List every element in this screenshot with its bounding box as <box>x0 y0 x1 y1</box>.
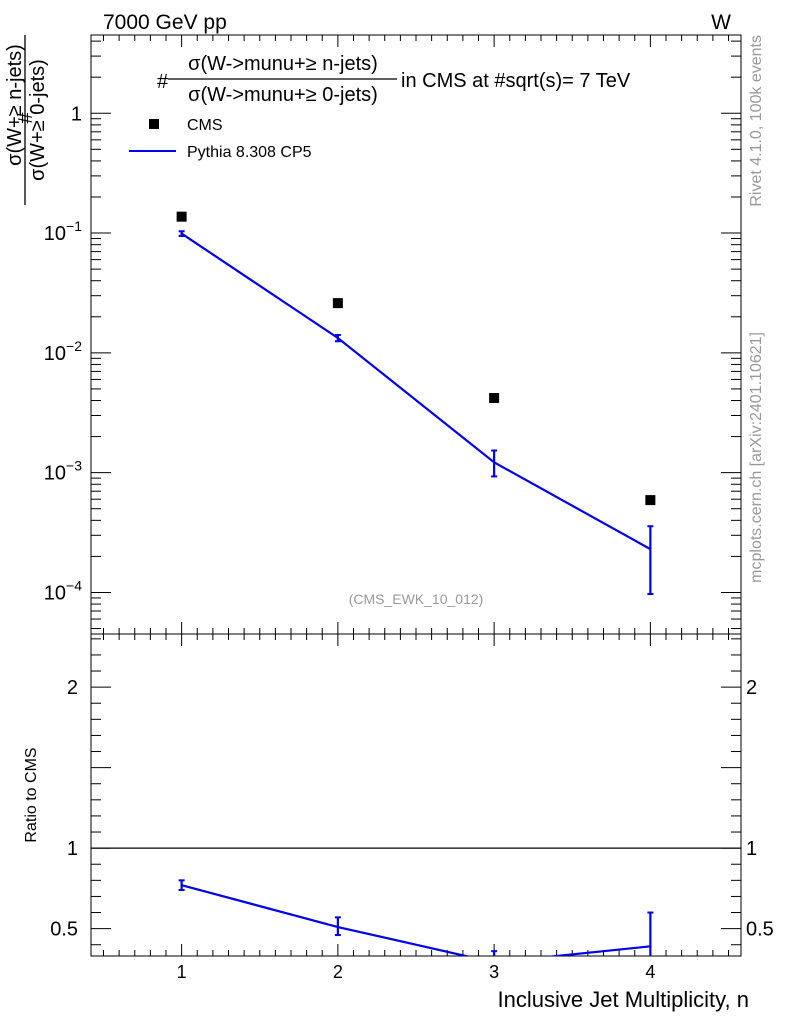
main-ylabel: # σ(W+≥ n-jets) σ(W+≥ 0-jets) <box>4 35 49 205</box>
x-tick-label: 2 <box>333 962 343 982</box>
main-ylabel-numerator: σ(W+≥ n-jets) <box>4 44 26 166</box>
y-tick-label: 1 <box>71 103 82 125</box>
cms-data-point <box>332 298 343 309</box>
main-ylabel-denominator: σ(W+≥ 0-jets) <box>27 59 49 181</box>
y-tick-label: 10−2 <box>44 338 82 365</box>
process-label: W <box>711 11 731 34</box>
ratio-y-tick-label-right: 0.5 <box>746 919 774 941</box>
ratio-y-tick-label-right: 1 <box>746 838 757 860</box>
plot-title: # σ(W->munu+≥ n-jets) σ(W->munu+≥ 0-jets… <box>157 53 631 106</box>
watermark: (CMS_EWK_10_012) <box>349 591 484 607</box>
ratio-axes: 1 2 3 4 0.5 0.5 1 1 2 2 <box>50 634 774 982</box>
y-tick-label: 10−4 <box>44 577 82 604</box>
title-numerator: σ(W->munu+≥ n-jets) <box>188 53 378 75</box>
ratio-line <box>181 884 651 956</box>
legend-label-pythia: Pythia 8.308 CP5 <box>187 144 312 161</box>
ratio-series <box>178 879 654 956</box>
main-axes: 1 10−1 10−2 10−3 10−4 <box>44 35 741 634</box>
legend-marker-cms <box>149 119 159 129</box>
x-tick-label: 4 <box>645 962 655 982</box>
mcplots-label: mcplots.cern.ch [arXiv:2401.10621] <box>748 332 765 583</box>
y-tick-label: 10−3 <box>44 458 82 485</box>
main-series <box>176 211 656 596</box>
xlabel: Inclusive Jet Multiplicity, n <box>498 987 749 1012</box>
ratio-ylabel: Ratio to CMS <box>23 747 40 842</box>
title-denominator: σ(W->munu+≥ 0-jets) <box>188 84 378 106</box>
ratio-y-tick-label: 1 <box>67 838 78 860</box>
legend: CMS Pythia 8.308 CP5 <box>129 117 312 161</box>
cms-data-point <box>176 211 187 222</box>
x-tick-label: 1 <box>177 962 187 982</box>
y-tick-label: 10−1 <box>44 218 82 245</box>
cms-data-point <box>645 495 656 506</box>
ratio-frame <box>90 633 742 957</box>
title-prefix: # <box>157 71 169 93</box>
main-ylabel-prefix: # <box>15 112 37 124</box>
x-tick-label: 3 <box>489 962 499 982</box>
energy-label: 7000 GeV pp <box>103 11 227 34</box>
pythia-line <box>181 232 651 551</box>
title-suffix: in CMS at #sqrt(s)= 7 TeV <box>401 70 631 92</box>
legend-label-cms: CMS <box>187 117 223 134</box>
rivet-label: Rivet 4.1.0, 100k events <box>748 35 765 207</box>
ratio-y-tick-label: 2 <box>67 677 78 699</box>
ratio-y-tick-label: 0.5 <box>50 919 78 941</box>
ratio-y-tick-label-right: 2 <box>746 677 757 699</box>
cms-data-point <box>489 392 500 403</box>
